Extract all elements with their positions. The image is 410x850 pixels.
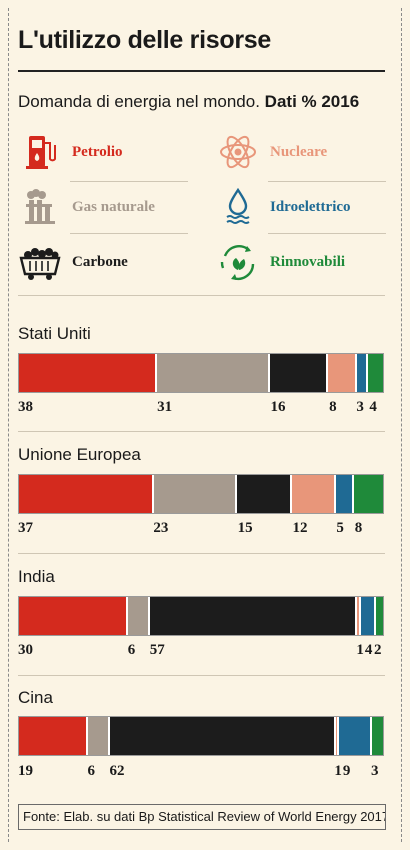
country-label: Unione Europea	[18, 445, 141, 464]
legend-divider	[70, 181, 188, 182]
value-label: 4	[364, 642, 373, 658]
country-label: Cina	[18, 688, 53, 707]
gas-plant-icon	[18, 187, 62, 227]
value-labels: 30 6 57 1 4 2	[18, 642, 384, 662]
segment-rinnovabili	[375, 597, 383, 635]
segment-gas-naturale	[157, 354, 271, 392]
segment-gas-naturale	[88, 717, 110, 755]
value-label: 57	[149, 642, 165, 658]
legend-divider	[268, 233, 386, 234]
legend-label: Gas naturale	[72, 198, 155, 215]
legend-label: Idroelettrico	[270, 198, 351, 215]
value-labels: 38 31 16 8 3 4	[18, 399, 384, 419]
legend-item-carbone: Carbone	[18, 242, 128, 282]
legend-label: Rinnovabili	[270, 253, 346, 270]
segment-carbone	[237, 475, 292, 513]
segment-idroelettrico	[339, 717, 373, 755]
legend-divider	[268, 181, 386, 182]
value-label: 15	[237, 520, 253, 536]
country-label: India	[18, 567, 55, 586]
legend-item-petrolio: Petrolio	[18, 132, 123, 172]
value-label: 12	[292, 520, 308, 536]
value-label: 31	[157, 399, 173, 415]
value-label: 30	[18, 642, 33, 658]
legend-divider	[70, 233, 188, 234]
legend-label: Nucleare	[270, 143, 328, 160]
value-label: 9	[342, 763, 351, 779]
segment-nucleare	[291, 475, 336, 513]
value-label: 5	[336, 520, 344, 536]
value-label: 1	[356, 642, 364, 658]
legend-item-nucleare: Nucleare	[216, 132, 327, 172]
value-label: 2	[374, 642, 382, 658]
subtitle-bold: Dati % 2016	[264, 92, 360, 111]
value-label: 6	[87, 763, 96, 779]
legend-label: Petrolio	[72, 143, 123, 160]
value-label: 19	[18, 763, 33, 779]
legend-item-rinnovabili: Rinnovabili	[216, 242, 345, 282]
segment-petrolio	[19, 475, 154, 513]
segment-petrolio	[19, 717, 89, 755]
section-divider	[18, 295, 385, 296]
section-divider	[18, 675, 385, 676]
segment-rinnovabili	[372, 717, 383, 755]
infographic-frame	[8, 8, 402, 842]
value-label: 6	[127, 642, 136, 658]
segment-gas-naturale	[128, 597, 151, 635]
section-divider	[18, 431, 385, 432]
legend-item-gas: Gas naturale	[18, 187, 155, 227]
segment-petrolio	[19, 354, 158, 392]
segment-petrolio	[19, 597, 129, 635]
legend-label: Carbone	[72, 253, 128, 270]
segment-carbone	[109, 717, 336, 755]
subtitle-main: Domanda di energia nel mondo.	[18, 92, 260, 111]
segment-carbone	[150, 597, 358, 635]
value-label: 1	[334, 763, 342, 779]
segment-gas-naturale	[153, 475, 238, 513]
legend-item-idroelettrico: Idroelettrico	[216, 187, 351, 227]
stacked-bar	[18, 474, 384, 514]
title-divider	[18, 70, 385, 72]
subtitle: Domanda di energia nel mondo. Dati % 201…	[18, 92, 359, 112]
value-label: 3	[356, 399, 364, 415]
segment-idroelettrico	[361, 597, 376, 635]
segment-carbone	[270, 354, 329, 392]
value-label: 23	[153, 520, 169, 536]
value-label: 3	[371, 763, 379, 779]
water-drop-icon	[216, 187, 260, 227]
coal-cart-icon	[18, 242, 62, 282]
segment-idroelettrico	[357, 354, 369, 392]
value-label: 16	[270, 399, 286, 415]
value-label: 4	[369, 399, 377, 415]
value-label: 8	[354, 520, 363, 536]
segment-nucleare	[335, 717, 340, 755]
stacked-bar	[18, 353, 384, 393]
country-label: Stati Uniti	[18, 324, 91, 343]
value-label: 62	[109, 763, 125, 779]
atom-icon	[216, 132, 260, 172]
segment-nucleare	[328, 354, 358, 392]
segment-nucleare	[357, 597, 362, 635]
value-label: 38	[18, 399, 33, 415]
stacked-bar	[18, 716, 384, 756]
segment-rinnovabili	[353, 475, 383, 513]
stacked-bar	[18, 596, 384, 636]
oil-pump-icon	[18, 132, 62, 172]
value-labels: 19 6 62 1 9 3	[18, 763, 384, 783]
recycle-leaf-icon	[216, 242, 260, 282]
page-title: L'utilizzo delle risorse	[18, 26, 271, 54]
value-label: 37	[18, 520, 33, 536]
section-divider	[18, 553, 385, 554]
segment-idroelettrico	[335, 475, 354, 513]
segment-rinnovabili	[368, 354, 383, 392]
value-label: 8	[329, 399, 337, 415]
source-note: Fonte: Elab. su dati Bp Statistical Revi…	[18, 804, 386, 830]
value-labels: 37 23 15 12 5 8	[18, 520, 384, 540]
